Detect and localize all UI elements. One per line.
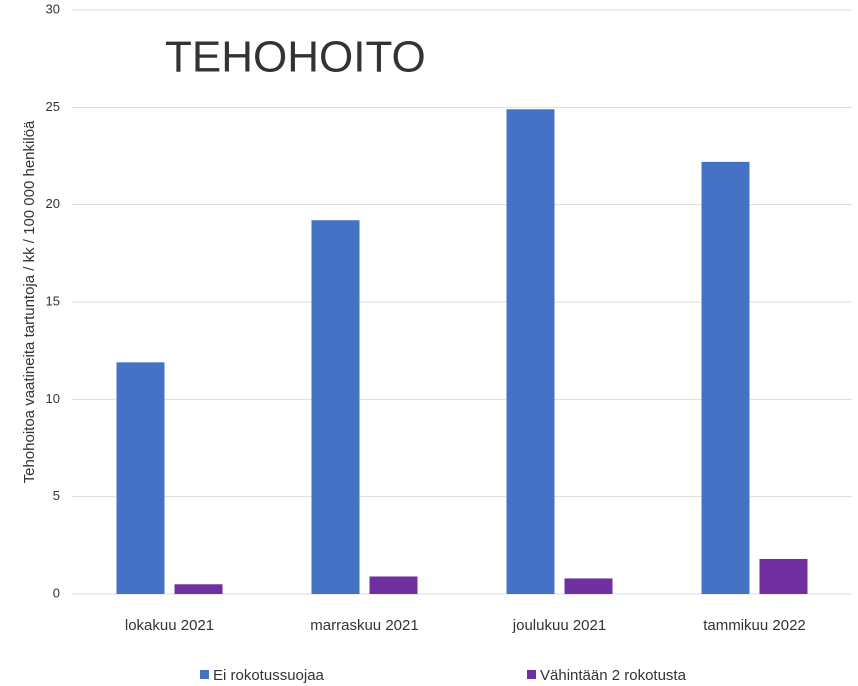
y-tick-label: 5	[53, 488, 60, 503]
x-tick-label: lokakuu 2021	[125, 617, 214, 634]
x-tick-label: marraskuu 2021	[310, 617, 418, 634]
y-tick-label: 10	[46, 391, 60, 406]
legend-label: Ei rokotussuojaa	[213, 667, 325, 684]
bar	[564, 578, 613, 594]
bar	[506, 109, 555, 594]
bar	[369, 576, 418, 594]
y-axis-label: Tehohoitoa vaatineita tartuntoja / kk / …	[21, 120, 38, 483]
legend-swatch	[527, 670, 536, 679]
y-tick-label: 15	[46, 293, 60, 308]
x-tick-label: tammikuu 2022	[703, 617, 806, 634]
bar	[174, 584, 223, 594]
bar	[311, 220, 360, 595]
y-tick-label: 30	[46, 1, 60, 16]
bar	[701, 161, 750, 594]
y-tick-label: 20	[46, 196, 60, 211]
bar	[116, 362, 165, 594]
legend-label: Vähintään 2 rokotusta	[540, 667, 687, 684]
chart-title: TEHOHOITO	[165, 33, 426, 82]
x-tick-label: joulukuu 2021	[512, 617, 606, 634]
bar	[759, 558, 808, 594]
y-tick-label: 0	[53, 585, 60, 600]
legend-swatch	[200, 670, 209, 679]
y-tick-label: 25	[46, 99, 60, 114]
